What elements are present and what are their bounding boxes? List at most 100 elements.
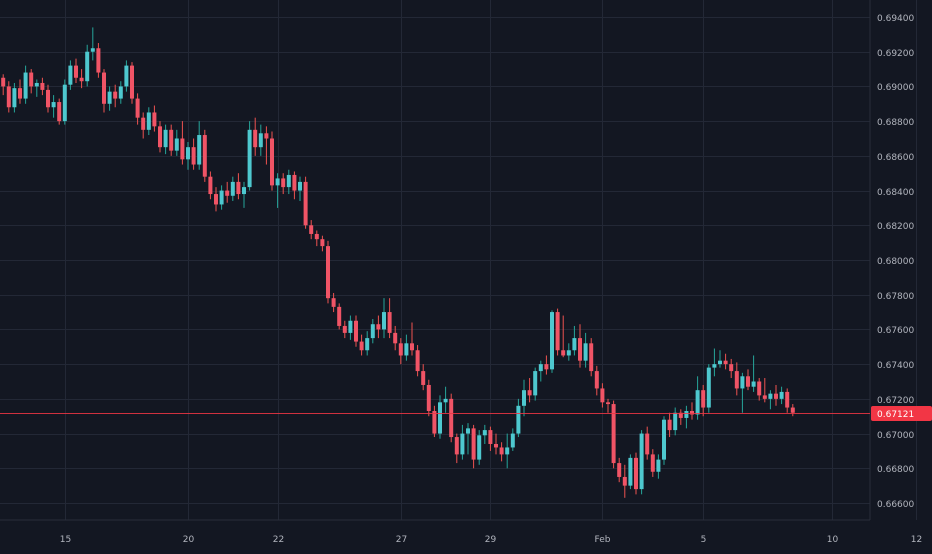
- candle-up[interactable]: [107, 86, 112, 111]
- candle-down[interactable]: [359, 334, 364, 356]
- candle-down[interactable]: [191, 138, 196, 170]
- candle-up[interactable]: [522, 379, 526, 417]
- candle-up[interactable]: [12, 82, 17, 113]
- candle-down[interactable]: [415, 345, 420, 377]
- candle-down[interactable]: [141, 112, 146, 139]
- candle-down[interactable]: [135, 93, 140, 125]
- candle-down[interactable]: [762, 378, 767, 403]
- candle-down[interactable]: [555, 308, 560, 356]
- candle-up[interactable]: [751, 355, 756, 392]
- candle-down[interactable]: [494, 433, 498, 455]
- candle-up[interactable]: [404, 334, 409, 361]
- candle-down[interactable]: [622, 464, 627, 498]
- candle-down[interactable]: [790, 404, 795, 417]
- candle-down[interactable]: [667, 412, 672, 438]
- candle-up[interactable]: [62, 79, 67, 125]
- candle-down[interactable]: [292, 171, 297, 200]
- candle-up[interactable]: [516, 398, 521, 438]
- candle-up[interactable]: [230, 176, 235, 201]
- candle-up[interactable]: [348, 315, 353, 340]
- candle-down[interactable]: [225, 181, 230, 203]
- candle-down[interactable]: [79, 69, 84, 89]
- candle-up[interactable]: [247, 121, 252, 191]
- candle-up[interactable]: [628, 454, 633, 490]
- candle-down[interactable]: [113, 84, 118, 108]
- candle-up[interactable]: [695, 376, 700, 420]
- candle-down[interactable]: [432, 405, 437, 438]
- candle-up[interactable]: [572, 325, 577, 356]
- candle-down[interactable]: [634, 452, 638, 495]
- candle-up[interactable]: [186, 141, 190, 170]
- candle-up[interactable]: [550, 310, 554, 373]
- candle-down[interactable]: [729, 358, 734, 379]
- time-axis[interactable]: 1520222729Feb510121719: [60, 535, 932, 545]
- candle-down[interactable]: [169, 124, 174, 156]
- candle-up[interactable]: [174, 129, 179, 156]
- candle-down[interactable]: [96, 43, 101, 78]
- candle-up[interactable]: [438, 395, 442, 439]
- candle-up[interactable]: [706, 364, 711, 413]
- candle-up[interactable]: [275, 173, 280, 208]
- candle-down[interactable]: [158, 121, 162, 153]
- candle-down[interactable]: [208, 171, 213, 200]
- candle-up[interactable]: [712, 348, 717, 377]
- candle-down[interactable]: [326, 240, 330, 304]
- candle-up[interactable]: [365, 331, 370, 356]
- candle-down[interactable]: [650, 449, 655, 477]
- candle-up[interactable]: [768, 390, 773, 410]
- candle-down[interactable]: [454, 433, 459, 464]
- candle-down[interactable]: [488, 426, 493, 451]
- candle-down[interactable]: [309, 220, 314, 240]
- candle-down[interactable]: [611, 400, 616, 469]
- candle-down[interactable]: [678, 409, 683, 425]
- candle-down[interactable]: [180, 121, 185, 165]
- candle-up[interactable]: [258, 124, 263, 156]
- candle-down[interactable]: [331, 292, 336, 313]
- candle-down[interactable]: [253, 117, 258, 156]
- candle-up[interactable]: [23, 65, 28, 104]
- candle-down[interactable]: [74, 58, 78, 83]
- candle-down[interactable]: [589, 338, 594, 377]
- candle-up[interactable]: [68, 60, 73, 90]
- candle-up[interactable]: [684, 405, 689, 429]
- candle-up[interactable]: [510, 428, 515, 451]
- candle-up[interactable]: [673, 407, 678, 436]
- candle-down[interactable]: [337, 303, 342, 330]
- candle-down[interactable]: [471, 424, 476, 469]
- candle-up[interactable]: [505, 433, 510, 469]
- candle-down[interactable]: [1, 74, 6, 96]
- candle-up[interactable]: [477, 430, 482, 465]
- candle-down[interactable]: [354, 315, 358, 347]
- candle-down[interactable]: [152, 105, 157, 132]
- candle-up[interactable]: [34, 79, 39, 97]
- candle-down[interactable]: [46, 84, 50, 113]
- candle-down[interactable]: [421, 364, 426, 391]
- candle-down[interactable]: [723, 353, 728, 370]
- candle-down[interactable]: [376, 315, 381, 339]
- candle-down[interactable]: [734, 362, 739, 396]
- candle-down[interactable]: [214, 187, 218, 212]
- candle-down[interactable]: [202, 129, 207, 182]
- candle-down[interactable]: [130, 62, 134, 104]
- candle-down[interactable]: [387, 298, 392, 339]
- candle-down[interactable]: [426, 379, 431, 417]
- candle-up[interactable]: [740, 372, 745, 413]
- candle-up[interactable]: [124, 60, 129, 92]
- candle-down[interactable]: [757, 378, 762, 401]
- candle-down[interactable]: [102, 69, 106, 113]
- candle-down[interactable]: [410, 322, 414, 356]
- candle-down[interactable]: [606, 398, 610, 413]
- candle-down[interactable]: [785, 388, 790, 413]
- candle-down[interactable]: [701, 384, 706, 417]
- candle-down[interactable]: [270, 131, 274, 191]
- candle-up[interactable]: [197, 121, 202, 170]
- candle-down[interactable]: [578, 324, 582, 368]
- candle-up[interactable]: [242, 181, 246, 208]
- candle-down[interactable]: [690, 402, 694, 420]
- candle-up[interactable]: [298, 176, 302, 201]
- candle-down[interactable]: [600, 383, 605, 408]
- candle-down[interactable]: [303, 176, 308, 229]
- candle-up[interactable]: [118, 81, 123, 104]
- candle-down[interactable]: [544, 355, 549, 375]
